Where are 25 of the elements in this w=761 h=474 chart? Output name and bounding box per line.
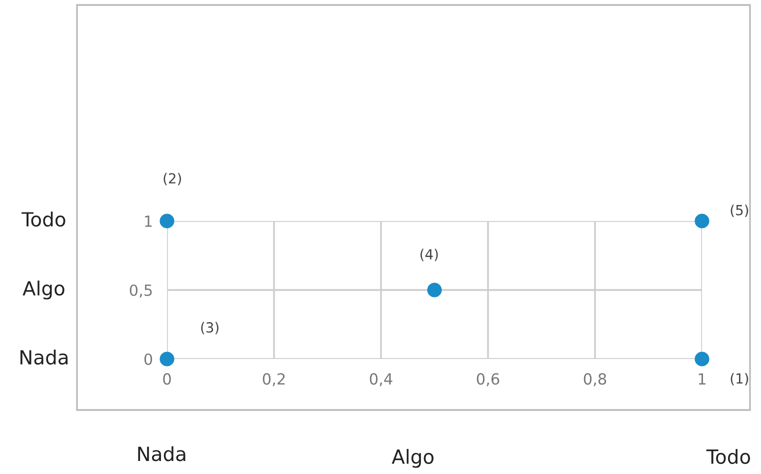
text: Todo	[706, 448, 750, 464]
text: Nada	[138, 446, 186, 462]
text: Todo	[22, 212, 66, 227]
point	[694, 352, 710, 366]
x-tick-label: 0,8	[584, 373, 606, 386]
x-tick-label: 0,4	[370, 373, 392, 386]
x-tick-label: 0	[163, 373, 171, 385]
text: (5)	[730, 204, 748, 218]
annotation: (4)	[420, 248, 438, 262]
x-tick-label: 0,6	[476, 373, 500, 386]
annotation: (3)	[201, 322, 218, 334]
text: Nada	[20, 350, 68, 365]
point	[160, 352, 174, 366]
text: Algo	[392, 448, 434, 468]
y-tick-label: 0	[144, 353, 152, 366]
text: (1)	[730, 372, 748, 386]
y-tick-label: 0,5	[130, 284, 152, 298]
text: Algo	[22, 280, 64, 300]
y-tick-label: 1	[145, 216, 152, 227]
point	[160, 214, 174, 228]
x-tick-label: 0,2	[262, 373, 285, 386]
point	[694, 214, 710, 228]
x-tick-label: 1	[698, 373, 706, 384]
text: (2)	[164, 172, 181, 186]
point	[427, 282, 442, 298]
